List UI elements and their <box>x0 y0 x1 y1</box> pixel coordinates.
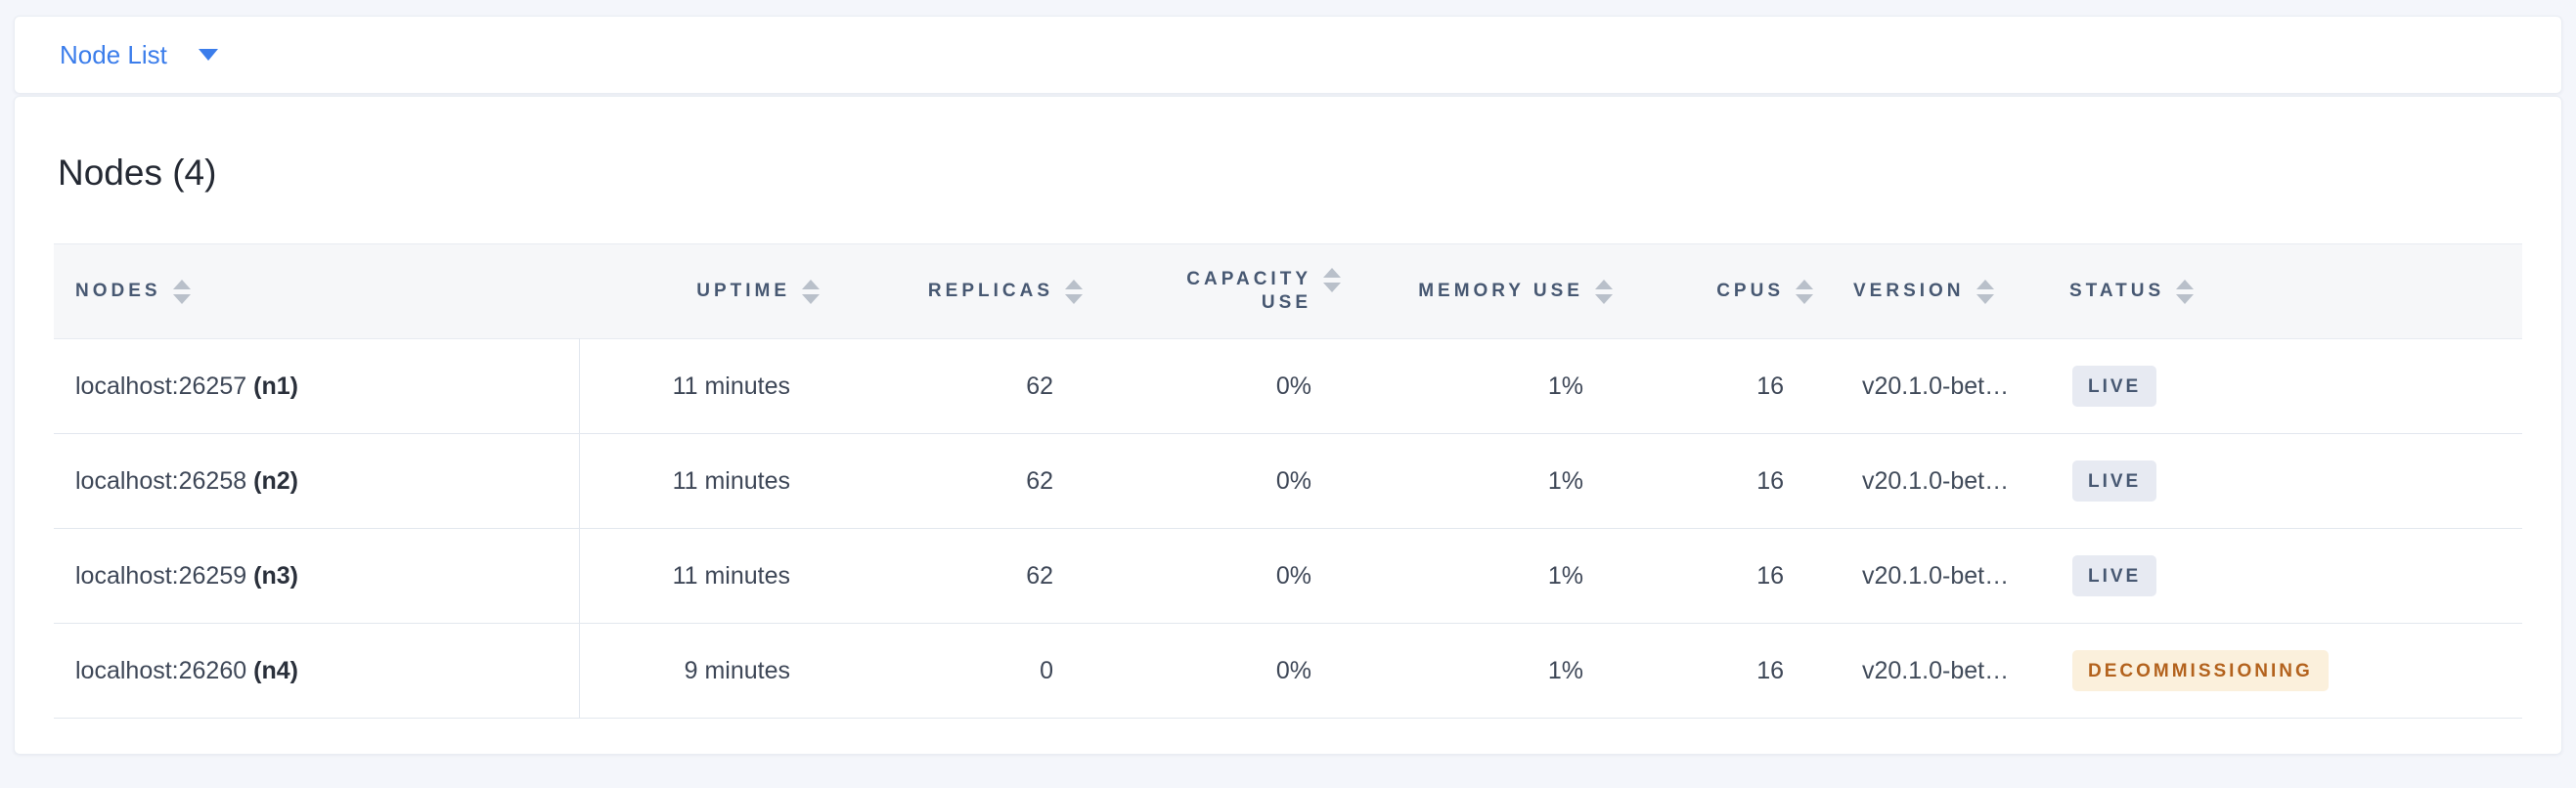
cell-cpus: 16 <box>1756 372 1784 400</box>
column-header-nodes[interactable]: NODES <box>54 244 579 339</box>
column-header-replicas[interactable]: REPLICAS <box>835 244 1098 339</box>
status-badge: LIVE <box>2072 555 2157 596</box>
status-badge: LIVE <box>2072 460 2157 502</box>
sort-icon[interactable] <box>2176 279 2195 304</box>
cell-memory-use: 1% <box>1547 561 1583 590</box>
column-header-label: REPLICAS <box>927 281 1053 301</box>
cell-uptime: 11 minutes <box>672 372 790 400</box>
column-header-label: STATUS <box>2069 281 2165 301</box>
cell-capacity-use: 0% <box>1275 656 1311 684</box>
cell-capacity-use: 0% <box>1275 561 1311 590</box>
table-row[interactable]: localhost:26260 (n4) 9 minutes 0 0% 1% 16… <box>54 623 2522 719</box>
cell-status: LIVE <box>2065 529 2522 624</box>
node-address: localhost:26259 <box>75 561 247 590</box>
table-row[interactable]: localhost:26259 (n3) 11 minutes 62 0% 1% … <box>54 528 2522 624</box>
cell-replicas: 62 <box>1026 466 1053 495</box>
column-header-label: CPUS <box>1716 281 1784 301</box>
table-row[interactable]: localhost:26258 (n2) 11 minutes 62 0% 1% … <box>54 433 2522 529</box>
table-header-row: NODES UPTIME REPLICAS CAPACITY USE MEMOR… <box>54 243 2522 339</box>
node-address: localhost:26257 <box>75 372 247 400</box>
column-header-memory-use[interactable]: MEMORY USE <box>1356 244 1628 339</box>
page-title: Nodes (4) <box>58 153 217 193</box>
cell-version: v20.1.0-bet… <box>1862 656 2010 684</box>
cell-memory-use: 1% <box>1547 656 1583 684</box>
cell-node-address: localhost:26258 (n2) <box>54 433 580 529</box>
cell-status: LIVE <box>2065 339 2522 434</box>
column-header-label: UPTIME <box>696 281 790 301</box>
cell-replicas: 0 <box>1040 656 1053 684</box>
cell-node-address: localhost:26260 (n4) <box>54 623 580 719</box>
cell-capacity-use: 0% <box>1275 372 1311 400</box>
sort-icon[interactable] <box>1976 279 1994 304</box>
sort-icon[interactable] <box>1323 268 1341 292</box>
status-badge: LIVE <box>2072 366 2157 407</box>
node-list-selector[interactable]: Node List <box>14 16 2562 94</box>
cell-capacity-use: 0% <box>1275 466 1311 495</box>
sort-icon[interactable] <box>172 279 191 304</box>
node-id: (n1) <box>253 372 298 400</box>
node-id: (n4) <box>253 656 298 684</box>
cell-node-address: localhost:26259 (n3) <box>54 528 580 624</box>
sort-icon[interactable] <box>1796 279 1813 304</box>
cell-memory-use: 1% <box>1547 372 1583 400</box>
table-row[interactable]: localhost:26257 (n1) 11 minutes 62 0% 1% … <box>54 338 2522 434</box>
column-header-label: MEMORY USE <box>1418 281 1583 301</box>
cell-uptime: 9 minutes <box>684 656 790 684</box>
nodes-table: NODES UPTIME REPLICAS CAPACITY USE MEMOR… <box>54 243 2522 719</box>
cell-status: DECOMMISSIONING <box>2065 624 2522 719</box>
column-header-capacity-use[interactable]: CAPACITY USE <box>1098 244 1356 339</box>
cell-version: v20.1.0-bet… <box>1862 561 2010 590</box>
node-address: localhost:26258 <box>75 466 247 495</box>
chevron-down-icon <box>198 49 218 61</box>
sort-icon[interactable] <box>802 279 820 304</box>
cell-cpus: 16 <box>1756 561 1784 590</box>
column-header-label: CAPACITY USE <box>1186 269 1311 313</box>
node-id: (n2) <box>253 466 298 495</box>
column-header-version[interactable]: VERSION <box>1829 244 2065 339</box>
column-header-uptime[interactable]: UPTIME <box>579 244 835 339</box>
column-header-label: NODES <box>75 281 161 301</box>
node-address: localhost:26260 <box>75 656 247 684</box>
cell-memory-use: 1% <box>1547 466 1583 495</box>
cell-cpus: 16 <box>1756 656 1784 684</box>
cell-replicas: 62 <box>1026 372 1053 400</box>
column-header-label: VERSION <box>1853 281 1965 301</box>
column-header-cpus[interactable]: CPUS <box>1628 244 1829 339</box>
cell-version: v20.1.0-bet… <box>1862 372 2010 400</box>
cell-status: LIVE <box>2065 434 2522 529</box>
status-badge: DECOMMISSIONING <box>2072 650 2329 691</box>
page: Node List Nodes (4) NODES UPTIME REPLIC <box>0 16 2576 755</box>
cell-uptime: 11 minutes <box>672 561 790 590</box>
node-list-selector-label: Node List <box>60 39 167 69</box>
sort-icon[interactable] <box>1595 279 1613 304</box>
nodes-card: Nodes (4) NODES UPTIME REPLICAS <box>14 96 2562 755</box>
cell-version: v20.1.0-bet… <box>1862 466 2010 495</box>
cell-replicas: 62 <box>1026 561 1053 590</box>
cell-cpus: 16 <box>1756 466 1784 495</box>
column-header-status[interactable]: STATUS <box>2065 244 2522 339</box>
cell-uptime: 11 minutes <box>672 466 790 495</box>
cell-node-address: localhost:26257 (n1) <box>54 338 580 434</box>
sort-icon[interactable] <box>1065 279 1083 304</box>
node-id: (n3) <box>253 561 298 590</box>
